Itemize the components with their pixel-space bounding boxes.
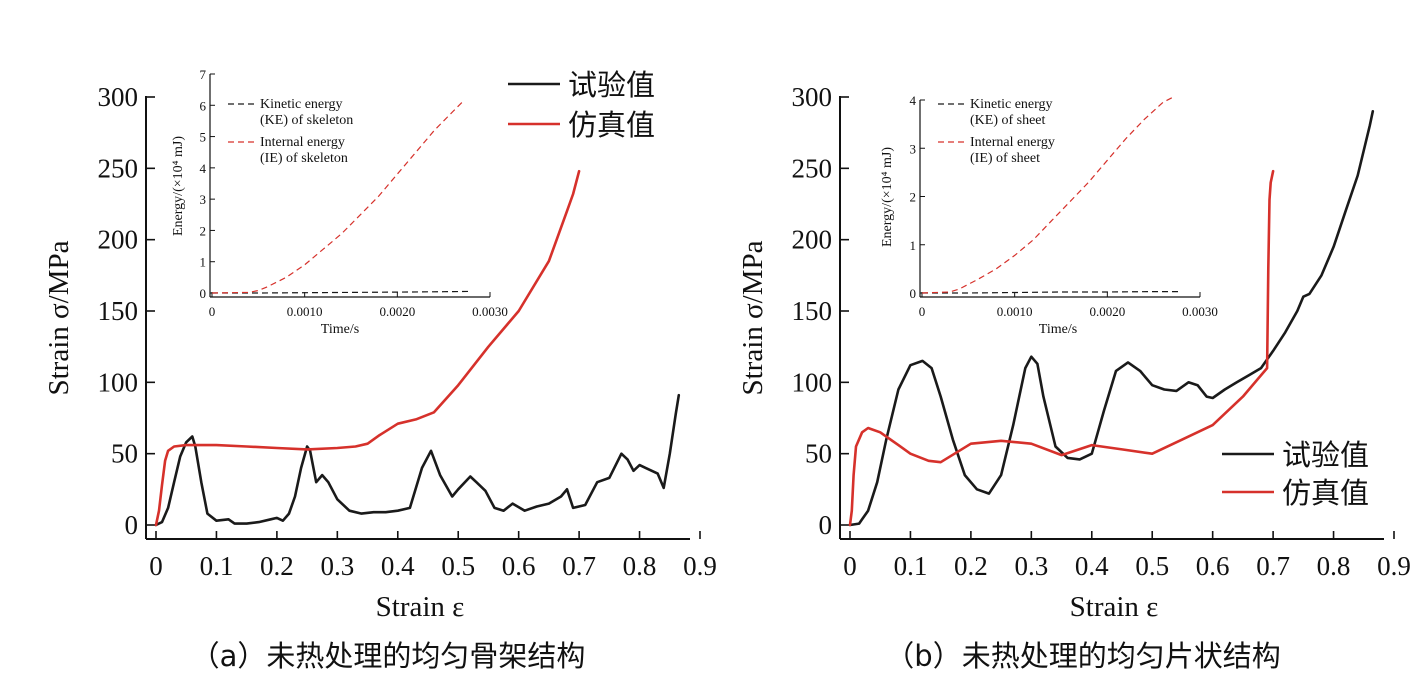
inset-y-tick-label: 2 [200, 223, 207, 238]
inset-x-tick-label: 0.0010 [287, 304, 323, 319]
panel-a-legend: 试验值 仿真值 [508, 68, 655, 142]
x-tick-label: 0.7 [562, 551, 596, 581]
y-tick-label: 0 [125, 510, 139, 540]
legend-simulation-label: 仿真值 [568, 108, 655, 142]
x-tick-label: 0.1 [894, 551, 928, 581]
series-simulation-line [848, 169, 1275, 527]
legend-simulation-label: 仿真值 [1282, 476, 1369, 510]
panel-b-xlabel: Strain ε [1070, 591, 1159, 623]
inset-b-legend-ie-line1: Internal energy [970, 135, 1055, 150]
panel-b-ylabel: Strain σ/MPa [737, 240, 769, 395]
y-tick-label: 150 [98, 296, 139, 326]
x-tick-label: 0.4 [1075, 551, 1109, 581]
inset-series-kinetic-energy [212, 290, 472, 294]
inset-x-tick-label: 0.0030 [1182, 304, 1218, 319]
y-tick-label: 50 [111, 439, 138, 469]
panel-a-caption: （a）未热处理的均匀骨架结构 [191, 639, 586, 673]
panel-b-caption: （b）未热处理的均匀片状结构 [885, 639, 1280, 673]
inset-y-tick-label: 7 [200, 67, 207, 82]
inset-y-tick-label: 0 [200, 286, 207, 301]
legend-experiment-label: 试验值 [568, 68, 655, 102]
inset-y-tick-label: 2 [910, 190, 917, 205]
x-tick-label: 0.7 [1256, 551, 1290, 581]
panel-a-xgrid-ticks: 0 0.1 0.2 0.3 0.4 0.5 0.6 0.7 0.8 0.9 [149, 531, 717, 581]
inset-a-legend-ke-line1: Kinetic energy [260, 97, 343, 112]
inset-series-internal-energy [921, 97, 1173, 294]
inset-x-tick-label: 0 [919, 304, 926, 319]
inset-x-tick-label: 0.0030 [472, 304, 508, 319]
panel-b-inset: 0 1 2 3 4 0 0.0010 0.0020 0.0030 Energy/(×10⁴ m… [880, 93, 1218, 337]
x-tick-label: 0.9 [1377, 551, 1411, 581]
inset-x-tick-label: 0.0020 [1089, 304, 1125, 319]
inset-a-legend: Kinetic energy (KE) of skeleton Internal… [228, 97, 353, 166]
x-tick-label: 0.8 [623, 551, 657, 581]
series-simulation-line [154, 169, 581, 527]
inset-b-legend-ie-line2: (IE) of sheet [970, 151, 1040, 166]
inset-y-tick-label: 4 [200, 161, 207, 176]
x-tick-label: 0.2 [260, 551, 294, 581]
y-tick-label: 0 [819, 510, 833, 540]
y-tick-label: 200 [98, 225, 139, 255]
series-experiment-line [848, 110, 1375, 527]
x-tick-label: 0.3 [320, 551, 354, 581]
inset-y-tick-label: 4 [910, 93, 917, 108]
y-tick-label: 250 [792, 153, 833, 183]
inset-y-tick-label: 3 [200, 192, 207, 207]
x-tick-label: 0.3 [1014, 551, 1048, 581]
y-tick-label: 250 [98, 153, 139, 183]
inset-y-tick-label: 6 [200, 98, 207, 113]
x-tick-label: 0 [843, 551, 857, 581]
inset-series-kinetic-energy [922, 291, 1182, 294]
inset-a-xlabel: Time/s [321, 322, 359, 337]
x-tick-label: 0.9 [683, 551, 717, 581]
inset-x-tick-label: 0.0010 [997, 304, 1033, 319]
inset-x-tick-label: 0.0020 [379, 304, 415, 319]
y-tick-label: 100 [98, 367, 139, 397]
panel-a-inset: 0 1 2 3 4 5 6 7 0 0.0010 0.0020 0.0030 Energy/(×10… [171, 67, 508, 337]
x-tick-label: 0.5 [1135, 551, 1169, 581]
series-experiment-line [154, 393, 681, 527]
inset-b-legend-ke-line1: Kinetic energy [970, 97, 1053, 112]
panel-a-xlabel: Strain ε [376, 591, 465, 623]
inset-b-xlabel: Time/s [1039, 322, 1077, 337]
inset-y-tick-label: 3 [910, 141, 917, 156]
panel-a-ygrid-ticks: 0 50 100 150 200 250 300 [98, 82, 155, 540]
inset-x-tick-label: 0 [209, 304, 216, 319]
inset-y-tick-label: 1 [200, 255, 207, 270]
inset-b-legend: Kinetic energy (KE) of sheet Internal en… [938, 97, 1055, 166]
y-tick-label: 50 [805, 439, 832, 469]
inset-y-tick-label: 5 [200, 130, 207, 145]
y-tick-label: 200 [792, 225, 833, 255]
y-tick-label: 300 [98, 82, 139, 112]
x-tick-label: 0.4 [381, 551, 415, 581]
inset-series-internal-energy [211, 101, 463, 294]
x-tick-label: 0.6 [1196, 551, 1230, 581]
x-tick-label: 0.1 [200, 551, 234, 581]
x-tick-label: 0 [149, 551, 163, 581]
x-tick-label: 0.2 [954, 551, 988, 581]
panel-b-legend: 试验值 仿真值 [1222, 438, 1369, 510]
x-tick-label: 0.8 [1317, 551, 1351, 581]
panel-a-ylabel: Strain σ/MPa [43, 240, 75, 395]
y-tick-label: 150 [792, 296, 833, 326]
inset-a-legend-ie-line1: Internal energy [260, 135, 345, 150]
inset-b-ylabel: Energy/(×10⁴ mJ) [880, 147, 895, 247]
legend-experiment-label: 试验值 [1282, 438, 1369, 472]
y-tick-label: 100 [792, 367, 833, 397]
inset-a-ylabel: Energy/(×10⁴ mJ) [171, 136, 186, 236]
inset-y-tick-label: 1 [910, 238, 917, 253]
y-tick-label: 300 [792, 82, 833, 112]
inset-y-tick-label: 0 [910, 286, 917, 301]
x-tick-label: 0.6 [502, 551, 536, 581]
inset-a-legend-ie-line2: (IE) of skeleton [260, 151, 348, 166]
x-tick-label: 0.5 [441, 551, 475, 581]
inset-a-legend-ke-line2: (KE) of skeleton [260, 113, 353, 128]
inset-b-legend-ke-line2: (KE) of sheet [970, 113, 1046, 128]
